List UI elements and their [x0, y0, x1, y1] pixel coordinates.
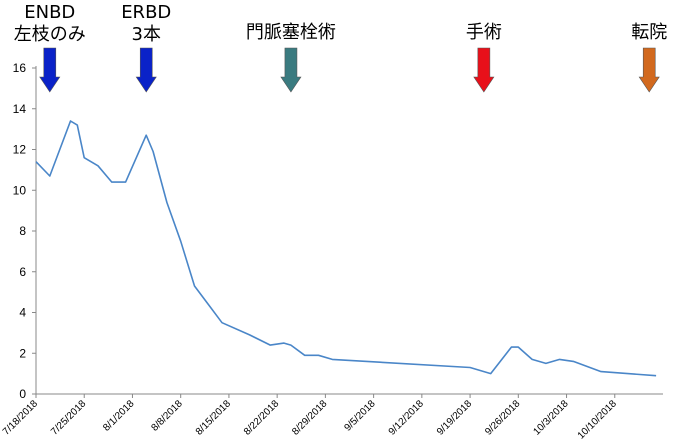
- annotation-label: ENBD: [24, 2, 75, 23]
- down-arrow-icon: [280, 47, 302, 93]
- x-tick-label: 8/8/2018: [150, 398, 186, 434]
- y-tick-label: 0: [19, 387, 26, 401]
- annotation-label: 転院: [631, 22, 667, 43]
- y-tick-label: 14: [13, 102, 27, 116]
- x-tick-label: 7/18/2018: [1, 398, 41, 438]
- x-tick-label: 10/10/2018: [576, 398, 619, 441]
- x-tick-label: 7/25/2018: [49, 398, 89, 438]
- chart-axes: [35, 66, 663, 395]
- x-tick-label: 8/22/2018: [242, 398, 282, 438]
- y-axis-ticks: 0 2 4 6 8 10 12 14 16: [13, 61, 36, 401]
- x-axis-ticks: 7/18/2018 7/25/2018 8/1/2018 8/8/2018 8/15/2…: [1, 394, 619, 442]
- y-tick-label: 8: [19, 224, 26, 238]
- annotation-label: 門脈塞栓術: [246, 22, 336, 43]
- y-tick-label: 6: [19, 265, 26, 279]
- y-tick-label: 16: [13, 61, 27, 75]
- annotation: 手術: [466, 22, 502, 93]
- y-tick-label: 2: [19, 346, 26, 360]
- x-tick-label: 10/3/2018: [531, 398, 571, 438]
- chart-series: [35, 120, 657, 377]
- annotation-label: 3本: [132, 24, 161, 45]
- y-tick-label: 12: [13, 143, 27, 157]
- down-arrow-icon: [473, 47, 495, 93]
- x-tick-label: 9/26/2018: [483, 398, 523, 438]
- annotation: 門脈塞栓術: [246, 22, 336, 93]
- x-tick-label: 9/5/2018: [342, 398, 378, 434]
- annotation-label: ERBD: [121, 2, 171, 23]
- y-tick-label: 4: [19, 306, 26, 320]
- x-tick-label: 8/1/2018: [101, 398, 137, 434]
- series-line: [35, 120, 657, 377]
- down-arrow-icon: [638, 47, 660, 93]
- x-tick-label: 8/15/2018: [194, 398, 234, 438]
- x-tick-label: 8/29/2018: [290, 398, 330, 438]
- annotation-label: 左枝のみ: [14, 24, 86, 45]
- down-arrow-icon: [135, 47, 157, 93]
- x-tick-label: 9/12/2018: [387, 398, 427, 438]
- annotation-label: 手術: [466, 22, 502, 43]
- annotation: 転院: [631, 22, 667, 93]
- x-tick-label: 9/19/2018: [435, 398, 475, 438]
- y-tick-label: 10: [13, 183, 27, 197]
- down-arrow-icon: [39, 47, 61, 93]
